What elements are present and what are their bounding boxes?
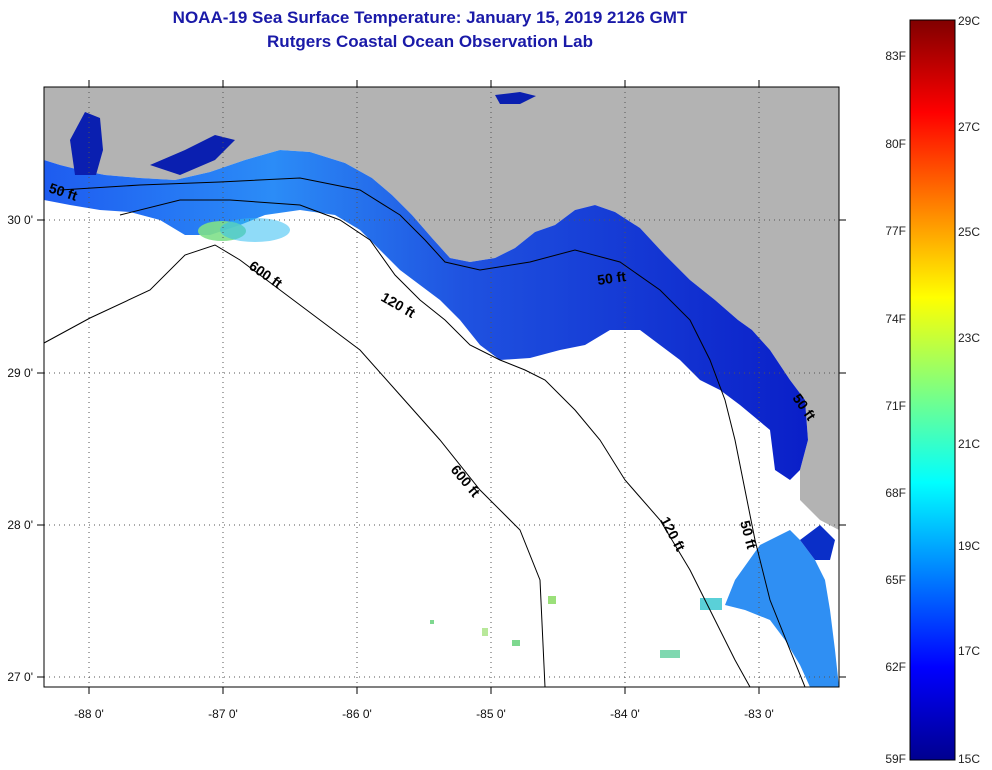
contour-600ft [44,244,546,687]
colorbar-f-65: 65F [885,573,906,587]
graticule [44,87,839,687]
sst-nearshore-band [44,150,808,480]
map-frame [43,86,840,688]
lat-label-28: 28 0' [7,518,33,532]
colorbar-c-17: 17C [958,644,980,658]
colorbar [909,19,956,761]
colorbar-f-83: 83F [885,49,906,63]
contour-120ft [119,199,751,687]
colorbar-f-71: 71F [885,399,906,413]
colorbar-c-15: 15C [958,752,980,766]
lat-label-27: 27 0' [7,670,33,684]
contour-label-50ft-south: 50 ft [737,519,760,551]
map-area [44,87,839,687]
colorbar-f-77: 77F [885,224,906,238]
lon-label-88: -88 0' [74,707,104,721]
map-subtitle: Rutgers Coastal Ocean Observation Lab [267,32,593,51]
lon-label-84: -84 0' [610,707,640,721]
colorbar-f-62: 62F [885,660,906,674]
colorbar-c-27: 27C [958,120,980,134]
lon-label-85: -85 0' [476,707,506,721]
lat-label-30: 30 0' [7,213,33,227]
contour-50ft [59,177,806,687]
colorbar-c-23: 23C [958,331,980,345]
sst-florida-coast [725,530,839,687]
colorbar-f-68: 68F [885,486,906,500]
colorbar-f-59: 59F [885,752,906,766]
mobile-bay [70,112,103,175]
colorbar-c-19: 19C [958,539,980,553]
land-mass [44,87,839,530]
contour-label-50ft-bigbend: 50 ft [596,268,627,288]
map-title: NOAA-19 Sea Surface Temperature: January… [172,8,688,27]
lon-label-86: -86 0' [342,707,372,721]
lat-label-29: 29 0' [7,366,33,380]
colorbar-c-25: 25C [958,225,980,239]
colorbar-f-80: 80F [885,137,906,151]
colorbar-f-74: 74F [885,312,906,326]
lon-label-87: -87 0' [208,707,238,721]
colorbar-c-29: 29C [958,14,980,28]
depth-contours [44,177,806,687]
lon-label-83: -83 0' [744,707,774,721]
colorbar-c-21: 21C [958,437,980,451]
frame-ticks [37,80,846,694]
